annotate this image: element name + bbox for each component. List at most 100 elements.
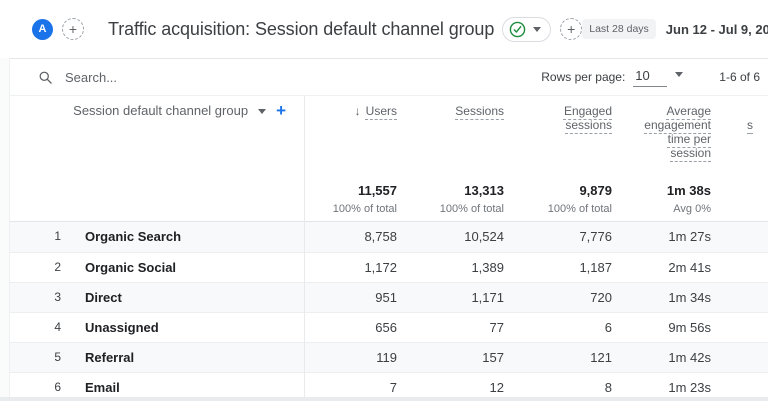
date-preset-badge: Last 28 days xyxy=(582,19,656,39)
avg-engagement-time-value: 2m 41s xyxy=(614,253,713,282)
add-comparison-button[interactable]: + xyxy=(62,18,84,40)
total-share: 100% of total xyxy=(333,203,397,215)
totals-avg-engagement-time: 1m 38s Avg 0% xyxy=(614,176,713,221)
total-value: 11,557 xyxy=(358,183,397,198)
channel-name: Organic Social xyxy=(65,253,304,282)
avg-engagement-time-value: 9m 56s xyxy=(614,313,713,342)
add-report-button[interactable]: + xyxy=(560,18,582,40)
table-header-row: Session default channel group + ↓ Users … xyxy=(10,96,768,176)
channel-name: Referral xyxy=(65,343,304,372)
users-value: 8,758 xyxy=(304,222,399,252)
date-range-label: Jun 12 - Jul 9, 2023 xyxy=(666,22,768,37)
totals-spacer xyxy=(65,176,304,221)
data-quality-dropdown[interactable] xyxy=(502,17,551,42)
rows-per-page-value: 10 xyxy=(633,68,667,87)
sessions-value: 10,524 xyxy=(399,222,506,252)
column-header-sessions[interactable]: Sessions xyxy=(399,96,506,176)
engaged-sessions-value: 6 xyxy=(506,313,614,342)
row-index: 1 xyxy=(25,222,65,252)
rows-per-page-select[interactable]: 10 xyxy=(633,68,683,87)
sessions-value: 1,389 xyxy=(399,253,506,282)
column-header-label: Users xyxy=(366,104,397,118)
avg-engagement-time-value: 1m 42s xyxy=(614,343,713,372)
chevron-down-icon xyxy=(258,109,266,114)
chevron-down-icon xyxy=(533,27,541,32)
row-index: 5 xyxy=(25,343,65,372)
totals-row: 11,557 100% of total 13,313 100% of tota… xyxy=(10,176,768,222)
totals-engaged-sessions: 9,879 100% of total xyxy=(506,176,614,221)
totals-spacer xyxy=(25,176,65,221)
users-value: 656 xyxy=(304,313,399,342)
column-header-label: Sessions xyxy=(455,104,504,118)
date-range-selector[interactable]: Jun 12 - Jul 9, 2023 xyxy=(666,22,768,37)
table-row: 4 Unassigned 656 77 6 9m 56s xyxy=(10,312,768,342)
total-value: 9,879 xyxy=(579,183,612,198)
comparison-avatar[interactable]: A xyxy=(32,19,53,40)
users-value: 1,172 xyxy=(304,253,399,282)
row-spacer xyxy=(713,313,768,342)
row-index: 4 xyxy=(25,313,65,342)
plus-icon: + xyxy=(567,22,575,36)
total-share: Avg 0% xyxy=(673,203,711,215)
row-index: 2 xyxy=(25,253,65,282)
row-spacer xyxy=(713,253,768,282)
page-title: Traffic acquisition: Session default cha… xyxy=(108,19,494,40)
sessions-value: 77 xyxy=(399,313,506,342)
channel-name: Unassigned xyxy=(65,313,304,342)
engaged-sessions-value: 7,776 xyxy=(506,222,614,252)
pagination-status: 1-6 of 6 xyxy=(719,70,760,84)
users-value: 119 xyxy=(304,343,399,372)
pagination-controls: Rows per page: 10 1-6 of 6 xyxy=(541,68,764,87)
add-dimension-button[interactable]: + xyxy=(276,104,286,117)
total-value: 1m 38s xyxy=(667,183,711,198)
report-table-card: Rows per page: 10 1-6 of 6 Session defau… xyxy=(10,58,768,401)
total-value: 13,313 xyxy=(464,183,504,198)
engaged-sessions-value: 720 xyxy=(506,283,614,312)
engaged-sessions-value: 121 xyxy=(506,343,614,372)
row-index: 3 xyxy=(25,283,65,312)
check-circle-icon xyxy=(509,21,526,38)
search-icon xyxy=(38,70,53,85)
channel-name: Direct xyxy=(65,283,304,312)
row-spacer xyxy=(713,283,768,312)
column-header-label: Average engagement time per session xyxy=(631,104,711,160)
table-column-divider xyxy=(304,96,305,401)
table-body: 1 Organic Search 8,758 10,524 7,776 1m 2… xyxy=(10,222,768,401)
channel-name: Organic Search xyxy=(65,222,304,252)
table-row: 3 Direct 951 1,171 720 1m 34s xyxy=(10,282,768,312)
table-row: 1 Organic Search 8,758 10,524 7,776 1m 2… xyxy=(10,222,768,252)
totals-users: 11,557 100% of total xyxy=(304,176,399,221)
row-spacer xyxy=(713,222,768,252)
column-header-engaged-sessions-per-user-partial[interactable]: s xyxy=(713,96,768,176)
sessions-value: 1,171 xyxy=(399,283,506,312)
column-header-engaged-sessions[interactable]: Engaged sessions xyxy=(506,96,614,176)
column-header-users[interactable]: ↓ Users xyxy=(304,96,399,176)
date-controls: Last 28 days Jun 12 - Jul 9, 2023 xyxy=(582,19,768,39)
users-value: 951 xyxy=(304,283,399,312)
column-header-label: Engaged sessions xyxy=(552,104,612,132)
chevron-down-icon xyxy=(675,72,683,77)
table-row: 2 Organic Social 1,172 1,389 1,187 2m 41… xyxy=(10,252,768,282)
dimension-header[interactable]: Session default channel group + xyxy=(25,96,304,176)
ga4-traffic-acquisition-report: A + Traffic acquisition: Session default… xyxy=(0,0,768,401)
plus-icon: + xyxy=(69,22,77,36)
totals-sessions: 13,313 100% of total xyxy=(399,176,506,221)
horizontal-scrollbar-track[interactable] xyxy=(0,397,768,401)
total-share: 100% of total xyxy=(548,203,612,215)
totals-spacer xyxy=(713,176,768,221)
total-share: 100% of total xyxy=(440,203,504,215)
sort-descending-icon: ↓ xyxy=(355,104,361,118)
column-header-avg-engagement-time[interactable]: Average engagement time per session xyxy=(614,96,713,176)
nav-edge xyxy=(0,58,10,401)
table-toolbar: Rows per page: 10 1-6 of 6 xyxy=(10,59,768,96)
column-header-label: s xyxy=(747,118,753,132)
dimension-header-label: Session default channel group xyxy=(73,104,248,118)
rows-per-page-label: Rows per page: xyxy=(541,70,625,84)
report-header: A + Traffic acquisition: Session default… xyxy=(0,0,768,58)
engaged-sessions-value: 1,187 xyxy=(506,253,614,282)
table-row: 5 Referral 119 157 121 1m 42s xyxy=(10,342,768,372)
avg-engagement-time-value: 1m 27s xyxy=(614,222,713,252)
avg-engagement-time-value: 1m 34s xyxy=(614,283,713,312)
row-spacer xyxy=(713,343,768,372)
search-input[interactable] xyxy=(65,70,285,85)
